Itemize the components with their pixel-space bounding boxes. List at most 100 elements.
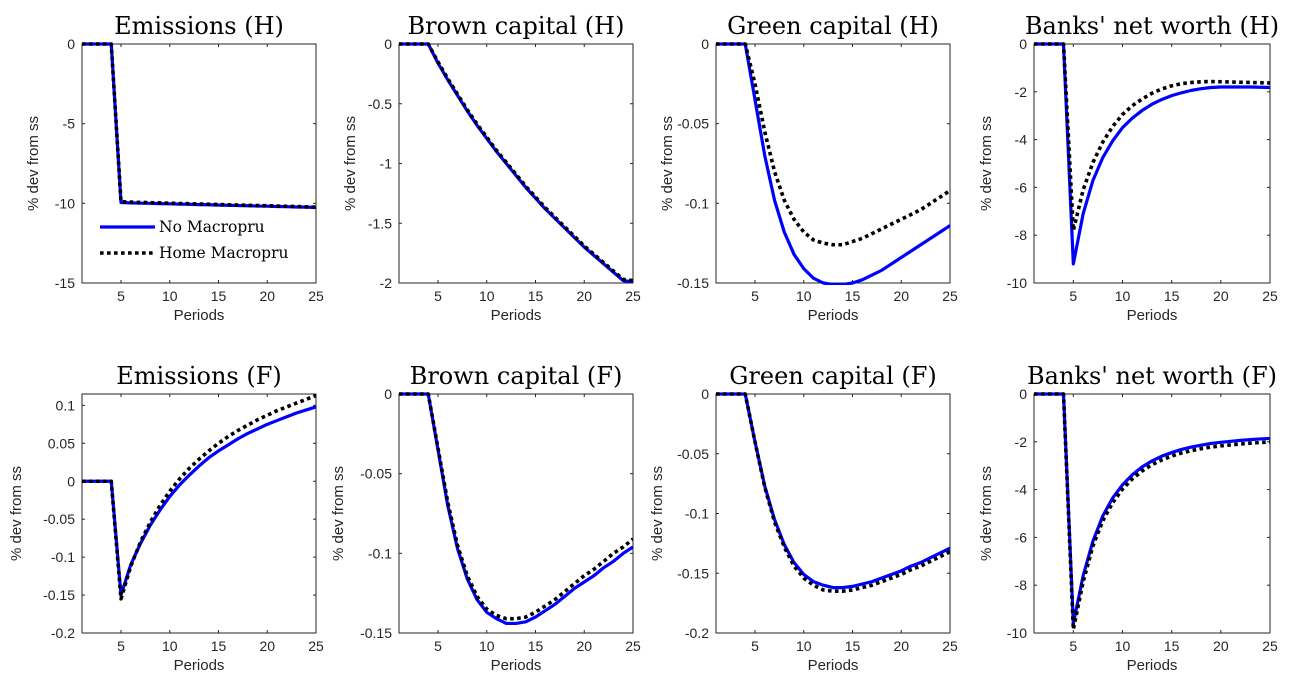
series-line-home-macropru: [82, 42, 316, 209]
y-tick-label: -2: [380, 275, 393, 291]
y-tick-label: -6: [1015, 179, 1028, 195]
y-tick-label: -4: [1015, 482, 1028, 498]
y-axis-label: % dev from ss: [978, 116, 995, 211]
y-tick-label: 0: [701, 386, 709, 402]
y-tick-label: -0.15: [360, 625, 392, 641]
y-tick-label: -0.05: [677, 446, 709, 462]
y-tick-label: -0.15: [43, 587, 75, 603]
x-tick-label: 20: [576, 288, 592, 304]
panel-title: Green capital (H): [727, 12, 939, 40]
x-axis-label: Periods: [491, 307, 542, 324]
y-tick-label: -0.1: [368, 545, 392, 561]
x-tick-label: 10: [796, 288, 812, 304]
x-tick-label: 25: [1262, 638, 1278, 654]
x-tick-label: 20: [259, 638, 275, 654]
x-tick-label: 15: [1164, 638, 1180, 654]
x-tick-label: 15: [528, 638, 544, 654]
x-tick-label: 5: [117, 638, 125, 654]
x-tick-label: 10: [162, 288, 178, 304]
y-tick-label: -0.05: [43, 511, 75, 527]
series-line-home-macropru: [82, 393, 316, 601]
x-tick-label: 10: [479, 638, 495, 654]
panel-8: Banks' net worth (F) 5 10 15 20 25 -10 -8 -6 -4 -2…: [978, 362, 1278, 674]
x-tick-label: 20: [893, 638, 909, 654]
y-tick-label: -2: [1015, 434, 1028, 450]
y-tick-label: -0.1: [51, 549, 75, 565]
x-tick-label: 15: [845, 288, 861, 304]
x-axis-label: Periods: [491, 657, 542, 674]
x-tick-label: 5: [751, 288, 759, 304]
y-tick-label: -4: [1015, 132, 1028, 148]
y-tick-label: -0.1: [685, 195, 709, 211]
y-tick-label: -0.5: [368, 96, 392, 112]
panel-3: Green capital (H) 5 10 15 20 25 -0.15 -0.1 -0.05…: [659, 12, 958, 324]
y-tick-label: -0.05: [360, 466, 392, 482]
y-tick-label: 0.05: [48, 435, 75, 451]
y-axis-label: % dev from ss: [342, 116, 359, 211]
axes-frame: [81, 43, 317, 284]
x-tick-label: 25: [308, 288, 324, 304]
x-axis-label: Periods: [174, 307, 225, 324]
y-tick-label: -1.5: [368, 215, 392, 231]
y-tick-label: 0: [1019, 36, 1027, 52]
x-tick-label: 10: [479, 288, 495, 304]
y-tick-label: -8: [1015, 577, 1028, 593]
panel-title: Banks' net worth (H): [1025, 12, 1279, 40]
x-tick-label: 10: [1115, 288, 1131, 304]
y-tick-label: -0.1: [685, 506, 709, 522]
x-tick-label: 10: [162, 638, 178, 654]
y-axis-label: % dev from ss: [330, 466, 347, 561]
x-tick-label: 15: [528, 288, 544, 304]
y-axis-label: % dev from ss: [978, 466, 995, 561]
x-tick-label: 20: [1213, 288, 1229, 304]
x-axis-label: Periods: [1127, 657, 1178, 674]
x-tick-label: 20: [259, 288, 275, 304]
y-tick-label: 0.1: [56, 397, 76, 413]
x-tick-label: 25: [625, 288, 641, 304]
panel-title: Banks' net worth (F): [1027, 362, 1277, 390]
series-line-home-macropru: [1034, 42, 1270, 233]
y-axis-label: % dev from ss: [649, 466, 666, 561]
panel-5: Emissions (F) 5 10 15 20 25 -0.2 -0.15 -0.1 -0.05…: [8, 362, 324, 674]
panel-title: Brown capital (F): [410, 362, 623, 390]
series-line-no-macropru: [716, 42, 950, 285]
y-tick-label: -2: [1015, 84, 1028, 100]
panel-title: Green capital (F): [729, 362, 937, 390]
y-tick-label: -10: [1007, 275, 1027, 291]
y-tick-label: 0: [384, 386, 392, 402]
x-tick-label: 25: [942, 288, 958, 304]
y-axis-label: % dev from ss: [25, 116, 42, 211]
y-tick-label: 0: [384, 36, 392, 52]
x-tick-label: 25: [308, 638, 324, 654]
x-axis-label: Periods: [808, 307, 859, 324]
x-tick-label: 10: [1115, 638, 1131, 654]
y-tick-label: -1: [380, 156, 393, 172]
y-tick-label: -5: [63, 116, 76, 132]
y-tick-label: -15: [55, 275, 75, 291]
legend-label-no-macropru: No Macropru: [159, 218, 265, 236]
panel-title: Emissions (H): [114, 12, 284, 40]
x-tick-label: 10: [796, 638, 812, 654]
axes-frame: [81, 393, 317, 634]
y-tick-label: -0.15: [677, 275, 709, 291]
y-tick-label: -0.05: [677, 116, 709, 132]
legend-label-home-macropru: Home Macropru: [159, 244, 289, 262]
x-tick-label: 5: [117, 288, 125, 304]
y-tick-label: 0: [1019, 386, 1027, 402]
y-tick-label: 0: [67, 473, 75, 489]
panel-4: Banks' net worth (H) 5 10 15 20 25 -10 -8 -6 -4 -2…: [978, 12, 1279, 324]
axes-frame: [398, 393, 634, 634]
series-line-home-macropru: [716, 42, 950, 247]
x-tick-label: 5: [751, 638, 759, 654]
x-axis-label: Periods: [174, 657, 225, 674]
x-tick-label: 25: [625, 638, 641, 654]
y-tick-label: -10: [55, 195, 75, 211]
x-axis-label: Periods: [808, 657, 859, 674]
x-tick-label: 20: [893, 288, 909, 304]
y-tick-label: -0.2: [51, 625, 75, 641]
x-tick-label: 15: [1164, 288, 1180, 304]
x-tick-label: 5: [1069, 288, 1077, 304]
panel-6: Brown capital (F) 5 10 15 20 25 -0.15 -0.1 -0.05…: [330, 362, 641, 674]
series-line-home-macropru: [716, 392, 950, 593]
